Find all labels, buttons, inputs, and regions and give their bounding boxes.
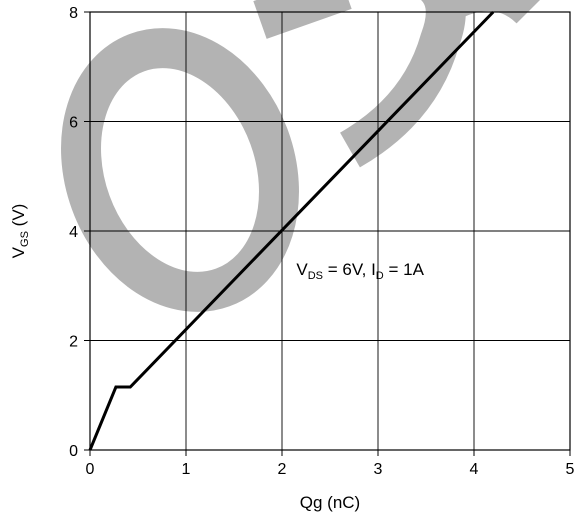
y-axis-label-suffix: (V) xyxy=(9,204,28,231)
y-tick-label: 8 xyxy=(69,5,78,22)
y-axis-label: VGS (V) xyxy=(9,204,31,259)
annotation-text: = 6V, I xyxy=(323,260,376,279)
annotation-text: V xyxy=(296,260,308,279)
x-axis-label: Qg (nC) xyxy=(300,493,360,512)
x-tick-label: 0 xyxy=(86,461,95,478)
watermark-o xyxy=(61,28,299,312)
annotation-text: = 1A xyxy=(384,260,425,279)
conditions-annotation: VDS = 6V, ID = 1A xyxy=(296,260,424,282)
annotation-subscript: D xyxy=(376,270,384,282)
y-axis-label-sub: GS xyxy=(19,231,31,247)
x-tick-label: 2 xyxy=(278,461,287,478)
x-tick-label: 4 xyxy=(470,461,479,478)
x-tick-label: 3 xyxy=(374,461,383,478)
series-layer xyxy=(88,10,495,451)
y-axis-label-main: V xyxy=(9,246,28,258)
axis-ticks: 0 1 2 3 4 5 0 2 4 6 8 xyxy=(69,5,574,478)
watermark-b xyxy=(253,0,352,39)
x-tick-label: 5 xyxy=(566,461,575,478)
grid-lines xyxy=(90,12,570,450)
x-tick-label: 1 xyxy=(182,461,191,478)
series-line xyxy=(88,10,495,451)
y-tick-label: 4 xyxy=(69,224,78,241)
y-tick-label: 0 xyxy=(69,443,78,460)
annotation-subscript: DS xyxy=(308,270,323,282)
y-tick-label: 6 xyxy=(69,115,78,132)
watermark-s xyxy=(455,0,540,25)
y-tick-label: 2 xyxy=(69,334,78,351)
